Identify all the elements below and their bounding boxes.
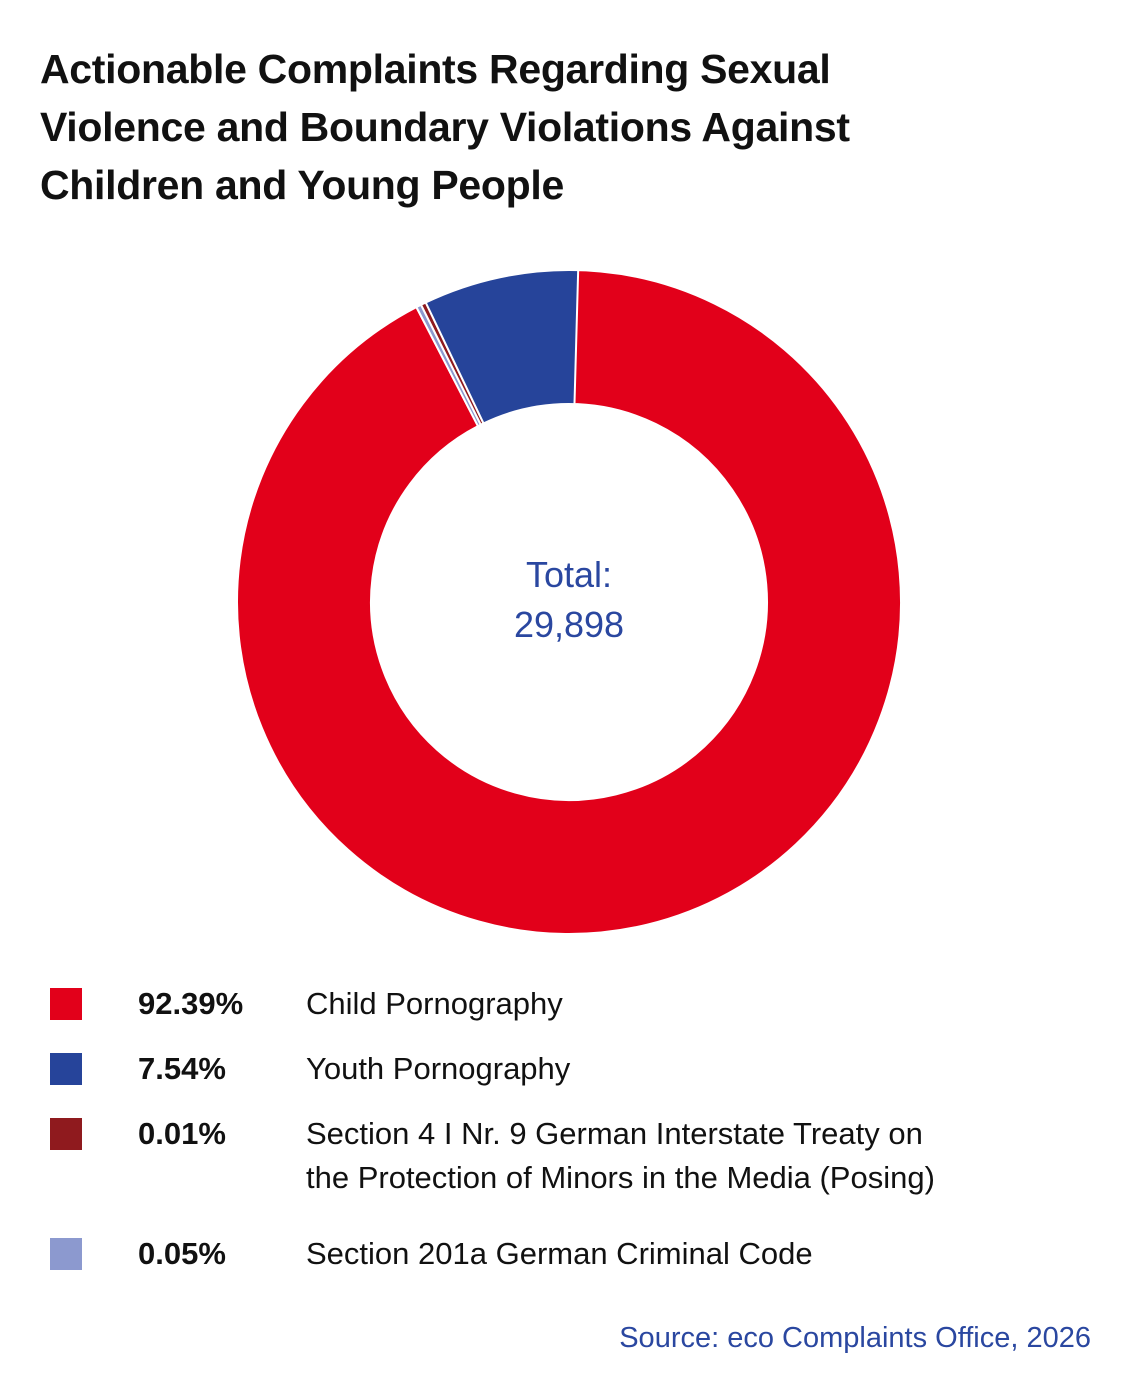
legend-label: Section 201a German Criminal Code xyxy=(306,1236,813,1271)
legend-swatch xyxy=(50,1118,82,1150)
source-note: Source: eco Complaints Office, 2026 xyxy=(619,1322,1091,1354)
legend-swatch xyxy=(50,1053,82,1085)
title-line-3: Children and Young People xyxy=(40,162,565,208)
legend-swatch xyxy=(50,1238,82,1270)
legend-percentage: 7.54% xyxy=(138,1051,226,1086)
legend-label: Section 4 I Nr. 9 German Interstate Trea… xyxy=(306,1116,923,1151)
legend-swatch xyxy=(50,988,82,1020)
legend-percentage: 0.05% xyxy=(138,1236,226,1271)
legend-percentage: 92.39% xyxy=(138,986,244,1021)
legend-label: Youth Pornography xyxy=(306,1051,571,1086)
legend-percentage: 0.01% xyxy=(138,1116,226,1151)
title-line-2: Violence and Boundary Violations Against xyxy=(40,104,850,150)
legend-label: Child Pornography xyxy=(306,986,563,1021)
chart-title: Actionable Complaints Regarding Sexual V… xyxy=(40,40,1040,214)
center-total-heading: Total: xyxy=(525,554,613,595)
donut-slice-child-pornography xyxy=(236,268,902,935)
legend-label: the Protection of Minors in the Media (P… xyxy=(306,1160,935,1195)
donut-slice-youth-pornography xyxy=(424,269,580,425)
center-total-label: Total: 29,898 xyxy=(369,550,769,650)
center-total-value: 29,898 xyxy=(513,604,625,645)
title-line-1: Actionable Complaints Regarding Sexual xyxy=(40,46,831,92)
donut-chart xyxy=(236,268,902,935)
